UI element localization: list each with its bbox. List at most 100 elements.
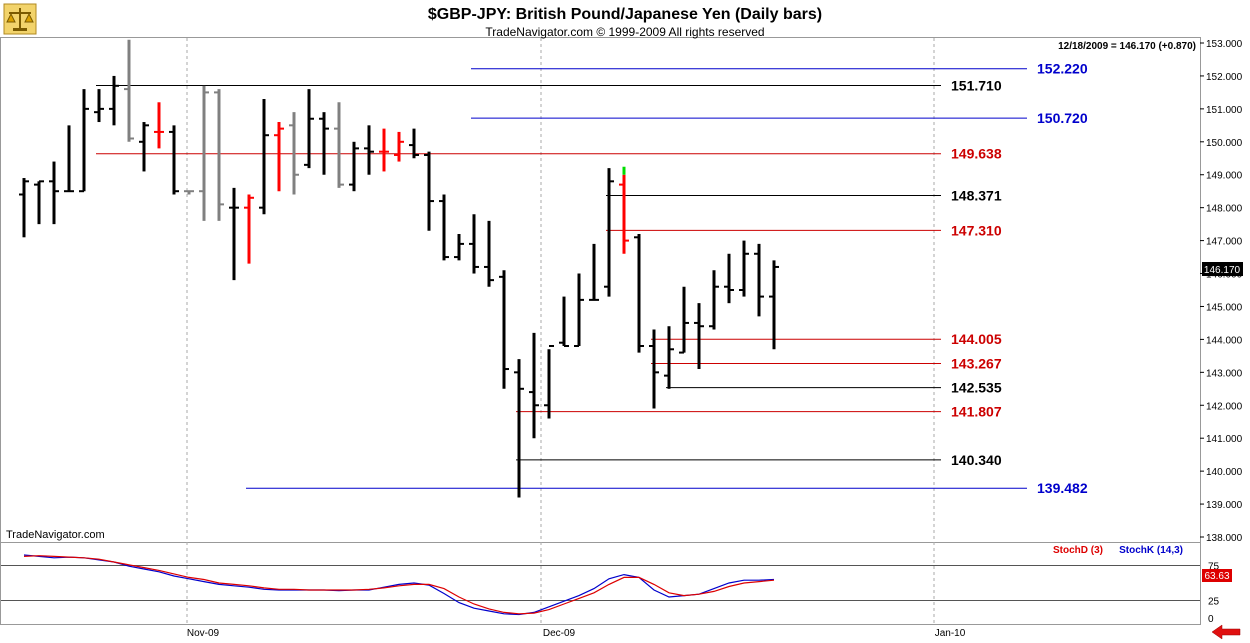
- ohlc-bar: [19, 178, 29, 238]
- ohlc-bar: [664, 326, 674, 389]
- stoch-axis-label: 0: [1208, 614, 1214, 625]
- ohlc-bar: [529, 332, 539, 439]
- ohlc-bar: [364, 125, 374, 175]
- level-label: 143.267: [951, 356, 1002, 372]
- level-label: 141.807: [951, 404, 1002, 420]
- x-tick-label: Nov-09: [187, 628, 220, 639]
- ohlc-bar: [349, 141, 359, 192]
- scales-logo-icon: [3, 3, 37, 35]
- level-lines: 152.220 151.710 150.720 149.638 148.371 147.3…: [96, 61, 1088, 496]
- ohlc-bar: [124, 39, 134, 142]
- chart-title: $GBP-JPY: British Pound/Japanese Yen (Da…: [428, 6, 822, 23]
- ohlc-bar: [229, 187, 239, 281]
- ohlc-bar: [289, 112, 299, 195]
- stoch-axis-label: 25: [1208, 597, 1220, 608]
- y-tick-label: 151.000: [1206, 105, 1243, 116]
- ohlc-bar: [739, 240, 749, 297]
- level-label: 150.720: [1037, 110, 1088, 126]
- y-tick-label: 150.000: [1206, 138, 1243, 149]
- stochastic-panel: 75 25 0: [1, 554, 1220, 625]
- legend-stochd: StochD (3): [1053, 545, 1103, 556]
- ohlc-bar: [559, 296, 569, 347]
- x-tick-label: Dec-09: [543, 628, 576, 639]
- y-tick-label: 147.000: [1206, 237, 1243, 248]
- watermark: TradeNavigator.com: [6, 529, 105, 541]
- ohlc-bar: [274, 122, 284, 192]
- current-price-label: 146.170: [1204, 265, 1241, 276]
- ohlc-bar: [109, 75, 119, 126]
- ohlc-bar: [769, 260, 779, 350]
- y-axis: 138.000 139.000 140.000 141.000 142.000 143.0…: [1200, 39, 1243, 544]
- ohlc-bar: [574, 273, 584, 347]
- ohlc-bar: [634, 234, 644, 353]
- y-tick-label: 149.000: [1206, 171, 1243, 182]
- stoch-axis-label: 75: [1208, 562, 1220, 573]
- level-label: 148.371: [951, 187, 1002, 203]
- level-label: 152.220: [1037, 61, 1088, 77]
- level-label: 142.535: [951, 380, 1002, 396]
- y-tick-label: 144.000: [1206, 335, 1243, 346]
- ohlc-bar: [79, 89, 89, 193]
- level-label: 139.482: [1037, 480, 1088, 496]
- ohlc-bar: [154, 102, 164, 149]
- y-tick-label: 148.000: [1206, 204, 1243, 215]
- ohlc-bars: [19, 39, 779, 498]
- ohlc-bar: [589, 243, 599, 301]
- level-label: 149.638: [951, 146, 1002, 162]
- ohlc-bar: [49, 161, 59, 225]
- y-tick-label: 145.000: [1206, 302, 1243, 313]
- ohlc-bar: [499, 270, 509, 389]
- ohlc-bar: [244, 194, 254, 264]
- y-tick-label: 138.000: [1206, 533, 1243, 544]
- ohlc-bar: [169, 125, 179, 195]
- back-arrow-icon[interactable]: [1211, 624, 1241, 640]
- ohlc-bar: [394, 131, 404, 162]
- current-price-tag: 146.170: [1202, 262, 1243, 276]
- ohlc-bar: [139, 122, 149, 172]
- ohlc-bar: [694, 303, 704, 370]
- ohlc-bar: [379, 128, 389, 172]
- ohlc-bar: [619, 174, 629, 254]
- ohlc-bar: [469, 214, 479, 274]
- ohlc-bar: [424, 151, 434, 231]
- stoch-current-tag: 63.63: [1202, 569, 1232, 582]
- ohlc-bar: [64, 125, 74, 193]
- stoch-panel-border: [0, 542, 1201, 625]
- ohlc-bar: [454, 234, 464, 261]
- ohlc-bar: [439, 194, 449, 261]
- ohlc-bar: [484, 220, 494, 287]
- ohlc-bar: [199, 85, 209, 221]
- level-label: 147.310: [951, 222, 1002, 238]
- y-tick-label: 139.000: [1206, 500, 1243, 511]
- last-quote: 12/18/2009 = 146.170 (+0.870): [1058, 41, 1196, 52]
- x-axis: Nov-09 Dec-09 Jan-10: [187, 628, 966, 639]
- level-label: 140.340: [951, 452, 1002, 468]
- x-tick-label: Jan-10: [935, 628, 966, 639]
- legend-stochk: StochK (14,3): [1119, 545, 1183, 556]
- y-tick-label: 153.000: [1206, 39, 1243, 50]
- ohlc-bar: [304, 89, 314, 169]
- ohlc-bar: [709, 270, 719, 330]
- level-label: 144.005: [951, 331, 1002, 347]
- ohlc-bar: [184, 190, 194, 195]
- stoch-current-label: 63.63: [1204, 571, 1229, 582]
- level-label: 151.710: [951, 77, 1002, 93]
- ohlc-bar: [649, 329, 659, 409]
- ohlc-bar: [724, 253, 734, 304]
- ohlc-bar: [604, 168, 614, 297]
- y-tick-label: 152.000: [1206, 72, 1243, 83]
- ohlc-bar: [544, 344, 554, 419]
- ohlc-bar: [409, 128, 419, 159]
- ohlc-bar: [259, 98, 269, 215]
- chart-subtitle: TradeNavigator.com © 1999-2009 All right…: [485, 25, 764, 39]
- ohlc-bar: [94, 89, 104, 123]
- ohlc-bar: [514, 359, 524, 498]
- stochd-line: [23, 555, 775, 615]
- y-tick-label: 140.000: [1206, 467, 1243, 478]
- ohlc-bar: [34, 180, 44, 225]
- ohlc-bar: [754, 243, 764, 317]
- ohlc-bar: [334, 102, 344, 188]
- ohlc-bar: [319, 112, 329, 175]
